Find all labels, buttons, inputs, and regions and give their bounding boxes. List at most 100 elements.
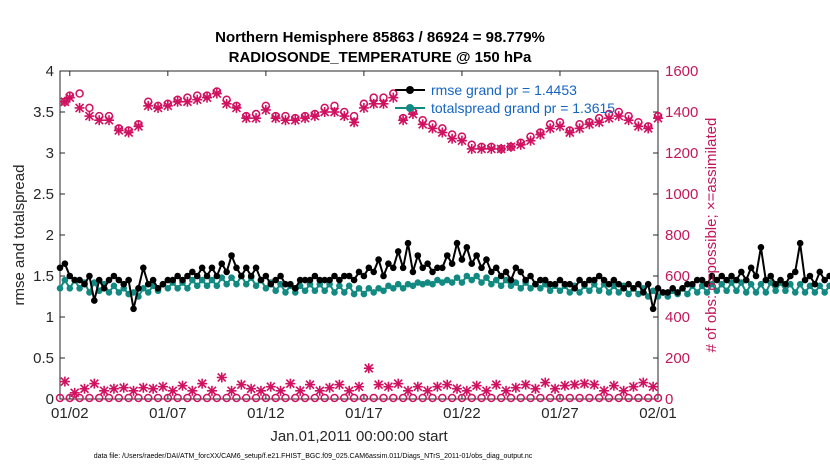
obs-assimilated-marker bbox=[456, 135, 467, 146]
obs-possible-marker bbox=[65, 393, 75, 403]
obs-assimilated-marker bbox=[329, 107, 340, 117]
totalspread-point bbox=[110, 282, 118, 290]
obs-assimilated-marker bbox=[192, 94, 203, 105]
chart-title: Northern Hemisphere 85863 / 86924 = 98.7… bbox=[215, 29, 545, 46]
totalspread-point bbox=[488, 280, 495, 288]
rmse-point bbox=[679, 285, 686, 292]
totalspread-point bbox=[394, 280, 402, 288]
plot-area bbox=[59, 70, 659, 400]
totalspread-point bbox=[605, 289, 613, 296]
rmse-point bbox=[311, 272, 319, 280]
obs-assimilated-marker bbox=[373, 379, 384, 390]
totalspread-point bbox=[370, 289, 378, 296]
rmse-point bbox=[630, 285, 637, 292]
totalspread-point bbox=[595, 287, 603, 295]
obs-assimilated-marker bbox=[182, 96, 193, 107]
rmse-point bbox=[76, 276, 83, 284]
obs-possible-marker bbox=[134, 393, 143, 403]
totalspread-point bbox=[752, 289, 760, 296]
legend: rmse grand pr = 1.4453 totalspread grand… bbox=[395, 82, 615, 116]
obs-count-series bbox=[55, 87, 663, 403]
obs-assimilated-marker bbox=[89, 378, 100, 389]
totalspread-point bbox=[252, 282, 260, 290]
obs-assimilated-marker bbox=[520, 379, 531, 390]
obs-assimilated-marker bbox=[290, 115, 301, 126]
rmse-point bbox=[478, 264, 485, 272]
rmse-point bbox=[91, 297, 98, 304]
obs-assimilated-marker bbox=[74, 102, 85, 113]
totalspread-point bbox=[728, 279, 735, 286]
rmse-point bbox=[242, 264, 250, 272]
obs-possible-marker bbox=[310, 393, 320, 403]
totalspread-point bbox=[507, 282, 515, 290]
rmse-point bbox=[164, 276, 172, 284]
rmse-point bbox=[782, 280, 789, 288]
rmse-point bbox=[752, 272, 760, 280]
obs-assimilated-marker bbox=[633, 121, 644, 132]
obs-possible-marker bbox=[124, 393, 133, 403]
obs-assimilated-marker bbox=[255, 385, 266, 396]
totalspread-point bbox=[473, 272, 480, 280]
totalspread-point bbox=[546, 287, 554, 295]
obs-possible-marker bbox=[536, 393, 545, 403]
obs-possible-marker bbox=[300, 393, 310, 403]
rmse-point bbox=[296, 276, 304, 284]
rmse-point bbox=[238, 272, 245, 280]
rmse-point bbox=[331, 272, 338, 280]
totalspread-point bbox=[821, 289, 828, 296]
totalspread-point bbox=[787, 280, 794, 288]
obs-possible-marker bbox=[75, 393, 84, 403]
totalspread-point bbox=[213, 282, 221, 290]
obs-assimilated-marker bbox=[643, 123, 654, 134]
obs-possible-marker bbox=[624, 393, 633, 403]
obs-assimilated-marker bbox=[334, 379, 345, 390]
rmse-point bbox=[370, 268, 378, 276]
obs-possible-marker bbox=[643, 393, 653, 403]
obs-assimilated-marker bbox=[265, 381, 276, 392]
totalspread-point bbox=[492, 276, 500, 284]
rmse-point bbox=[527, 272, 534, 280]
rmse-point bbox=[468, 260, 476, 268]
rmse-point bbox=[615, 280, 623, 288]
totalspread-point bbox=[478, 279, 485, 286]
rmse-point bbox=[635, 280, 642, 288]
rmse-point bbox=[497, 272, 505, 280]
obs-assimilated-marker bbox=[608, 380, 619, 391]
totalspread-point bbox=[399, 285, 407, 292]
rmse-point bbox=[277, 272, 284, 280]
rmse-point bbox=[66, 272, 74, 280]
obs-assimilated-marker bbox=[398, 115, 409, 126]
x-tick-label: 01/22 bbox=[443, 405, 481, 422]
rmse-point bbox=[380, 272, 387, 280]
obs-possible-marker bbox=[565, 393, 575, 403]
rmse-point bbox=[566, 280, 574, 288]
rmse-point bbox=[110, 272, 118, 280]
obs-assimilated-marker bbox=[167, 385, 178, 396]
obs-assimilated-marker bbox=[486, 143, 497, 154]
obs-assimilated-marker bbox=[300, 113, 311, 124]
rmse-point bbox=[826, 272, 830, 280]
obs-assimilated-marker bbox=[510, 382, 521, 393]
totalspread-point bbox=[140, 285, 147, 292]
obs-possible-marker bbox=[526, 393, 535, 403]
obs-assimilated-marker bbox=[363, 363, 374, 374]
rmse-point bbox=[561, 280, 569, 288]
obs-assimilated-marker bbox=[603, 113, 614, 124]
obs-assimilated-marker bbox=[275, 385, 286, 396]
obs-assimilated-marker bbox=[491, 379, 502, 390]
totalspread-point bbox=[772, 287, 779, 295]
totalspread-point bbox=[747, 280, 755, 288]
totalspread-point bbox=[174, 285, 181, 292]
obs-assimilated-marker bbox=[143, 100, 154, 111]
rmse-point bbox=[453, 239, 461, 247]
rmse-point bbox=[306, 276, 314, 284]
totalspread-point bbox=[345, 282, 353, 290]
totalspread-point bbox=[350, 290, 358, 298]
totalspread-point bbox=[458, 279, 466, 286]
obs-possible-marker bbox=[516, 393, 526, 403]
totalspread-point bbox=[463, 272, 471, 280]
obs-possible-marker bbox=[379, 393, 388, 403]
totalspread-point bbox=[684, 290, 691, 298]
totalspread-point bbox=[340, 289, 348, 296]
